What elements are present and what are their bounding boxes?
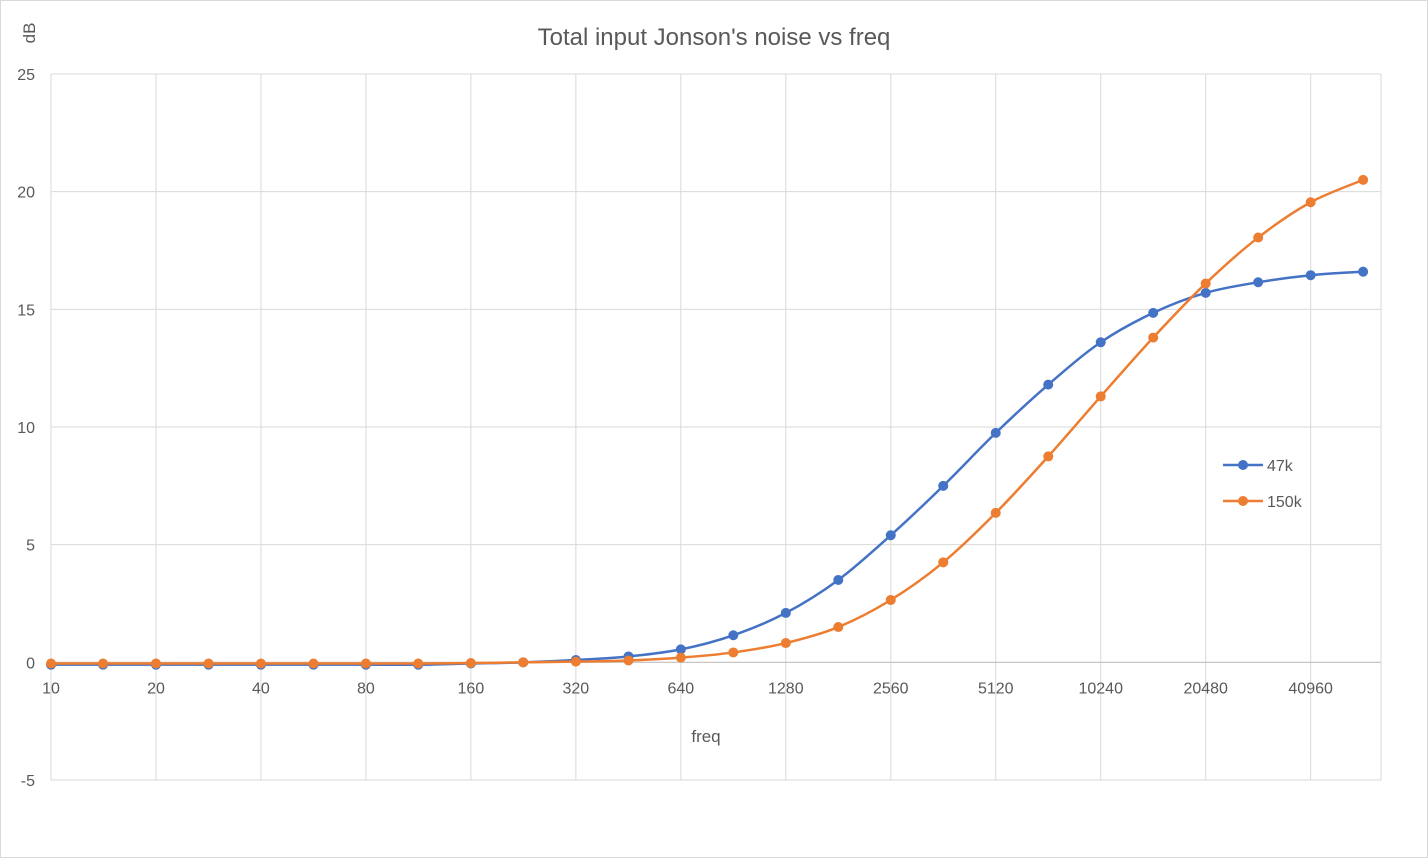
data-point-150k (308, 658, 319, 669)
data-point-150k (1200, 278, 1211, 289)
legend-label: 150k (1267, 494, 1303, 511)
y-tick-label: 20 (17, 185, 35, 202)
data-point-150k (255, 658, 266, 669)
y-axis-title: dB (20, 23, 39, 44)
x-tick-label: 40 (252, 680, 270, 697)
legend: 47k 150k (1223, 458, 1303, 511)
y-tick-label: 15 (17, 302, 35, 319)
grid-lines (50, 73, 1382, 781)
x-tick-label: 1280 (768, 680, 804, 697)
data-point-150k (360, 658, 371, 669)
chart-title: Total input Jonson's noise vs freq (538, 24, 891, 51)
y-tick-label: 5 (26, 538, 35, 555)
data-point-150k (1148, 332, 1159, 343)
series-layer (46, 174, 1369, 670)
data-point-150k (203, 658, 214, 669)
data-point-47k (728, 630, 739, 641)
data-point-150k (833, 622, 844, 633)
data-point-47k (1043, 379, 1054, 390)
data-point-47k (1095, 337, 1106, 348)
data-point-47k (1253, 277, 1264, 288)
x-tick-label: 320 (563, 680, 590, 697)
y-tick-label: 0 (26, 655, 35, 672)
x-tick-label: 10 (42, 680, 60, 697)
data-point-150k (518, 657, 529, 668)
x-tick-label: 5120 (978, 680, 1014, 697)
x-tick-label: 640 (667, 680, 694, 697)
series-47k (46, 266, 1369, 670)
data-point-47k (1148, 307, 1159, 318)
data-point-47k (675, 644, 686, 655)
data-point-47k (938, 480, 949, 491)
data-point-47k (885, 530, 896, 541)
data-point-150k (1358, 174, 1369, 185)
x-tick-label: 40960 (1288, 680, 1333, 697)
legend-item-47k: 47k (1223, 458, 1294, 475)
data-point-150k (1095, 391, 1106, 402)
data-point-47k (1200, 287, 1211, 298)
legend-swatch-marker (1238, 460, 1248, 470)
x-tick-label: 160 (458, 680, 485, 697)
data-point-150k (990, 507, 1001, 518)
data-point-150k (1253, 232, 1264, 243)
y-tick-label: 10 (17, 420, 35, 437)
x-tick-label: 20480 (1183, 680, 1228, 697)
y-tick-label: -5 (21, 773, 35, 790)
data-point-47k (833, 574, 844, 585)
data-point-150k (46, 658, 56, 669)
series-150k (46, 174, 1369, 669)
data-point-47k (1358, 266, 1369, 277)
series-line-150k (50, 178, 1364, 665)
x-tick-label: 80 (357, 680, 375, 697)
data-point-150k (885, 594, 896, 605)
data-point-47k (990, 427, 1001, 438)
x-tick-label: 10240 (1078, 680, 1123, 697)
data-point-150k (623, 655, 634, 666)
data-point-150k (413, 658, 424, 669)
data-point-150k (1305, 197, 1316, 208)
y-tick-label: 25 (17, 67, 35, 84)
series-line-47k (51, 270, 1364, 667)
data-point-47k (780, 607, 791, 618)
data-point-150k (570, 656, 581, 667)
x-tick-label: 2560 (873, 680, 909, 697)
legend-swatch-marker (1238, 496, 1248, 506)
data-point-47k (1305, 270, 1316, 281)
data-point-150k (675, 652, 686, 663)
legend-item-150k: 150k (1223, 494, 1303, 511)
data-point-150k (1043, 451, 1054, 462)
data-point-150k (465, 658, 476, 669)
legend-label: 47k (1267, 458, 1294, 475)
x-tick-label: 20 (147, 680, 165, 697)
data-point-150k (728, 647, 739, 658)
x-axis-title: freq (691, 727, 720, 746)
data-point-150k (780, 638, 791, 649)
tick-labels: -5 0 5 10 15 20 25 10 20 40 80 160 320 640 1280 2560 512… (17, 67, 1333, 790)
data-point-150k (150, 658, 161, 669)
data-point-150k (98, 658, 109, 669)
data-point-150k (938, 557, 949, 568)
